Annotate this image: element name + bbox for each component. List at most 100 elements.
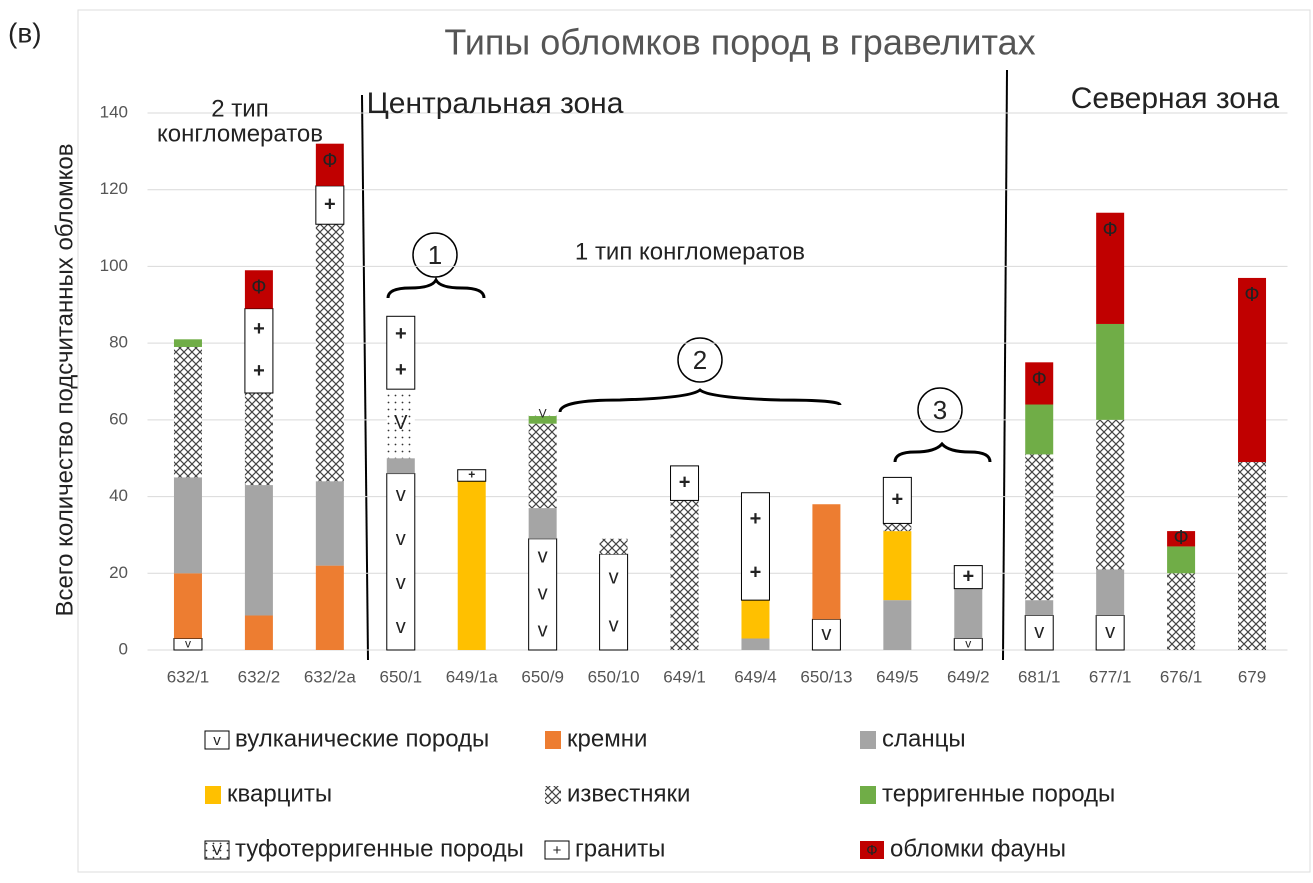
y-tick-label: 120: [100, 179, 128, 198]
x-tick-label: 650/1: [380, 667, 423, 686]
bar-symbol: v: [396, 572, 406, 594]
legend-label: обломки фауны: [890, 835, 1066, 862]
brace: [386, 276, 486, 299]
legend-label: туфотерригенные породы: [235, 835, 524, 862]
x-tick-label: 649/1: [663, 667, 706, 686]
bar-segment: [670, 465, 700, 501]
bar-segment: [244, 485, 273, 616]
zone-divider: [1002, 69, 1008, 661]
bar-segment: [954, 588, 983, 639]
bar-symbol: +: [750, 508, 762, 530]
bar-segment: [741, 638, 770, 650]
bar-segment: [1167, 573, 1196, 650]
bar-symbol: v: [396, 616, 406, 638]
y-tick-label: 100: [100, 256, 128, 275]
bar-segment: [244, 308, 274, 394]
bar-symbol: v: [1105, 621, 1115, 643]
bar-segment: [1238, 462, 1267, 650]
legend-label: кремни: [567, 725, 647, 752]
bar-segment: [315, 565, 344, 650]
bar-symbol: V: [539, 406, 547, 420]
legend-swatch: [205, 786, 221, 804]
annotation: 2 тип: [211, 95, 268, 122]
bar-segment: [1096, 569, 1125, 616]
bar-symbol: v: [396, 528, 406, 550]
bar-symbol: Ф: [1173, 527, 1188, 549]
legend-swatch: [204, 840, 230, 860]
bar-symbol: v: [609, 566, 619, 588]
bar-symbol: v: [1034, 621, 1044, 643]
bar-segment: [882, 476, 912, 524]
x-tick-label: 650/9: [521, 667, 564, 686]
panel-label: (в): [8, 17, 42, 48]
annotation: Северная зона: [1071, 82, 1280, 115]
y-tick-label: 40: [109, 486, 128, 505]
bar-segment: [528, 416, 557, 424]
bar-segment: [1238, 277, 1267, 463]
bar-segment: [315, 143, 344, 186]
bar-segment: [1024, 614, 1054, 651]
x-tick-label: 679: [1238, 667, 1266, 686]
bar-segment: [953, 565, 983, 590]
bar-segment: [528, 412, 557, 417]
bar-segment: [1167, 531, 1196, 547]
x-tick-label: 650/13: [800, 667, 852, 686]
x-tick-label: 676/1: [1160, 667, 1203, 686]
legend-swatch: [544, 840, 570, 860]
legend-label: терригенные породы: [882, 780, 1115, 807]
x-tick-label: 649/1a: [446, 667, 499, 686]
bar-segment: [244, 270, 273, 309]
brace: [893, 441, 992, 463]
bar-symbol: +: [892, 489, 904, 511]
bar-segment: [741, 600, 770, 639]
bar-segment: [528, 423, 557, 509]
x-tick-label: 632/2a: [304, 667, 357, 686]
bar-symbol: +: [253, 318, 265, 340]
bar-segment: [173, 477, 202, 574]
bar-segment: [1025, 600, 1054, 616]
bar-symbol: +: [468, 468, 475, 482]
bar-symbol: Ф: [322, 150, 337, 172]
y-axis-label: Всего количество подсчитанных обломков: [51, 144, 78, 617]
x-tick-label: 649/2: [947, 667, 990, 686]
legend-label: сланцы: [882, 725, 966, 752]
annotation: 2: [693, 345, 707, 375]
bar-segment: [173, 339, 202, 347]
x-tick-label: 649/5: [876, 667, 919, 686]
bar-segment: [528, 508, 557, 539]
bar-symbol: +: [750, 562, 762, 584]
bar-symbol: +: [395, 359, 407, 381]
bar-segment: [1096, 323, 1125, 420]
bar-symbol: Ф: [1032, 369, 1047, 391]
bar-segment: [1167, 546, 1196, 574]
legend-swatch: [860, 731, 876, 749]
bar-segment: [315, 185, 345, 225]
bar-symbol: v: [538, 620, 548, 642]
x-tick-label: 649/4: [734, 667, 777, 686]
bar-segment: [173, 346, 202, 478]
bar-symbol: +: [395, 323, 407, 345]
bar-symbol: +: [679, 471, 691, 493]
legend-swatch: [545, 786, 561, 804]
bar-symbol: v: [185, 636, 191, 650]
bar-segment: [670, 500, 699, 650]
bar-segment: [457, 469, 487, 482]
legend-swatch: [860, 786, 876, 804]
bar-segment: [883, 600, 912, 650]
bar-segment: [883, 531, 912, 601]
bar-segment: [386, 473, 416, 651]
annotation: 1: [428, 240, 442, 270]
bar-segment: [173, 573, 202, 639]
y-tick-label: 60: [109, 409, 128, 428]
y-tick-label: 0: [119, 639, 128, 658]
bar-symbol: Ф: [251, 277, 266, 299]
legend-label: вулканические породы: [235, 725, 489, 752]
bar-symbol: v: [821, 623, 831, 645]
x-tick-label: 677/1: [1089, 667, 1132, 686]
annotation: 3: [933, 395, 947, 425]
legend-symbol: v: [213, 732, 221, 749]
bar-segment: [386, 458, 415, 474]
bar-symbol: v: [609, 614, 619, 636]
annotation: 1 тип конгломератов: [575, 238, 805, 265]
bar-segment: [386, 315, 416, 390]
